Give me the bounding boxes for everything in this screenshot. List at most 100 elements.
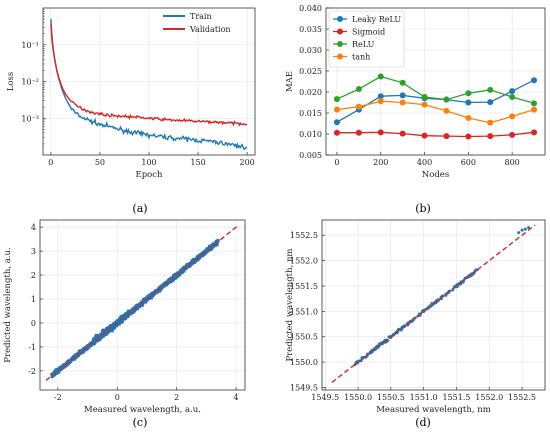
y-tick-label: 1550.0 xyxy=(290,358,318,367)
data-point-relu xyxy=(355,86,362,93)
data-point xyxy=(386,339,390,342)
x-tick-label: 400 xyxy=(417,158,432,167)
data-point xyxy=(186,262,191,266)
data-point-tanh xyxy=(355,103,362,110)
y-tick-label: 0.010 xyxy=(299,130,322,139)
data-point-relu xyxy=(421,94,428,101)
x-tick-label: 200 xyxy=(373,158,388,167)
data-point-relu xyxy=(509,94,516,101)
data-point-relu xyxy=(443,96,450,103)
data-point-sigmoid xyxy=(487,133,494,140)
x-tick-label: 4 xyxy=(234,393,239,402)
legend-swatch-marker xyxy=(337,16,343,22)
y-axis-label: Predicted wavelength, nm xyxy=(285,249,295,362)
legend-swatch-marker xyxy=(337,41,343,47)
y-tick-label: 0.015 xyxy=(299,109,322,118)
y-tick-label: 1552.5 xyxy=(290,231,318,240)
legend-label: Leaky ReLU xyxy=(352,15,401,24)
data-point-tanh xyxy=(509,113,516,120)
x-tick-label: 1551.5 xyxy=(442,393,470,402)
x-axis-label: Measured wavelength, a.u. xyxy=(84,405,201,415)
data-point xyxy=(373,347,377,350)
data-point xyxy=(100,330,104,334)
x-tick-label: -2 xyxy=(54,393,62,402)
data-point-relu xyxy=(487,86,494,93)
y-tick-label: 0.040 xyxy=(299,4,322,13)
x-tick-label: 0 xyxy=(48,158,53,167)
data-point xyxy=(99,334,103,338)
y-tick-label: 3 xyxy=(31,247,36,256)
x-tick-label: 100 xyxy=(141,158,156,167)
data-point xyxy=(523,227,527,231)
legend-label: ReLU xyxy=(352,40,375,49)
x-tick-label: 0 xyxy=(334,158,339,167)
panel-caption: (d) xyxy=(415,416,431,429)
legend: Leaky ReLU Sigmoid ReLU tanh xyxy=(328,10,405,68)
y-tick-label: 0.035 xyxy=(299,25,322,34)
data-point xyxy=(456,284,459,288)
data-point xyxy=(377,342,381,346)
y-tick-label: -1 xyxy=(28,343,36,352)
y-tick-label: 1 xyxy=(31,295,36,304)
panel-caption: (c) xyxy=(133,416,148,429)
data-point-tanh xyxy=(531,106,538,113)
legend-label: Sigmoid xyxy=(352,28,385,37)
data-point xyxy=(406,323,410,327)
data-point-leaky-relu xyxy=(465,99,472,106)
data-point-sigmoid xyxy=(355,129,362,136)
data-point-leaky-relu xyxy=(509,88,516,95)
legend: Train Validation xyxy=(163,12,231,34)
data-point xyxy=(107,329,111,333)
y-tick-label: 1549.5 xyxy=(290,383,318,392)
series-line-validation xyxy=(50,23,248,127)
data-point-leaky-relu xyxy=(399,92,406,99)
data-point-sigmoid xyxy=(509,131,516,138)
x-axis-label: Nodes xyxy=(422,170,449,180)
y-tick-label: 10⁻³ xyxy=(21,114,39,123)
data-point-tanh xyxy=(377,98,384,105)
legend-box xyxy=(328,10,405,68)
data-point xyxy=(124,316,128,320)
plot-frame xyxy=(321,219,546,391)
y-tick-label: -2 xyxy=(28,367,36,376)
plot-frame xyxy=(39,219,246,391)
x-tick-label: 2 xyxy=(174,393,179,402)
panel-2: 0 200 400 600 800 0.005 0.010 0.015 0.020 0.025 0.… xyxy=(285,4,546,215)
data-point-sigmoid xyxy=(531,129,538,136)
plot-area xyxy=(45,224,240,381)
panel-3: -2 0 2 4 -2 -1 0 1 2 3 4 Measured wavelength, a.u. P… xyxy=(3,219,246,429)
y-tick-label: 0.005 xyxy=(299,151,322,160)
data-point xyxy=(418,313,422,317)
data-point-leaky-relu xyxy=(487,99,494,106)
data-point-leaky-relu xyxy=(333,119,340,126)
x-tick-label: 200 xyxy=(240,158,255,167)
data-point-tanh xyxy=(399,99,406,106)
y-tick-label: 10⁻¹ xyxy=(21,41,39,50)
data-point-tanh xyxy=(421,101,428,108)
data-point-tanh xyxy=(443,107,450,114)
y-tick-label: 0.030 xyxy=(299,46,322,55)
y-tick-label: 4 xyxy=(31,223,36,232)
y-axis-label: Predicted wavelength, a.u. xyxy=(3,247,13,362)
x-tick-label: 150 xyxy=(190,158,205,167)
x-tick-label: 800 xyxy=(505,158,520,167)
data-point-sigmoid xyxy=(399,130,406,137)
panel-4: 1549.5 1550.0 1550.5 1551.0 1551.5 1552.0 1552… xyxy=(285,219,546,429)
data-point-sigmoid xyxy=(443,133,450,140)
legend-label: Train xyxy=(190,12,212,21)
y-tick-label: 1550.5 xyxy=(290,333,318,342)
plot-frame xyxy=(325,7,546,156)
y-tick-label: 2 xyxy=(31,271,36,280)
y-axis-label: MAE xyxy=(285,71,295,92)
series-line-relu xyxy=(336,75,535,104)
data-point xyxy=(74,353,78,357)
plot-area xyxy=(50,19,248,151)
y-tick-label: 1551.5 xyxy=(290,282,318,291)
fit-line xyxy=(331,224,536,383)
y-tick-label: 0.020 xyxy=(299,88,322,97)
data-point-sigmoid xyxy=(465,133,472,140)
legend-label: Validation xyxy=(189,25,231,34)
y-tick-label: 1551.0 xyxy=(290,307,318,316)
data-point-sigmoid xyxy=(377,129,384,136)
x-tick-label: 1550.5 xyxy=(377,393,405,402)
